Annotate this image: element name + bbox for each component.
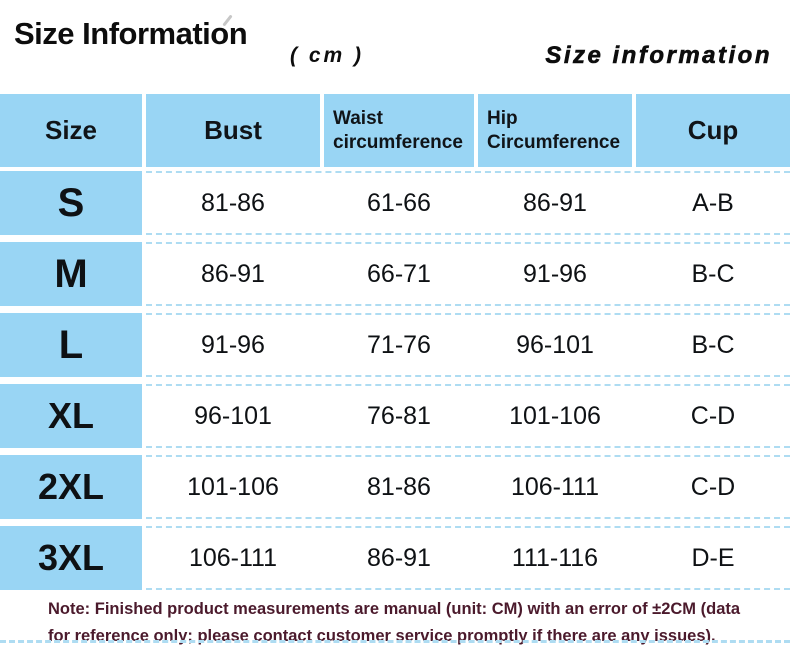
size-label-cell: M [0,242,142,306]
size-label-cell: XL [0,384,142,448]
column-header-hip-line2: Circumference [487,131,621,153]
note-text: Note: Finished product measurements are … [48,600,741,645]
hip-value: 96-101 [516,330,594,359]
cup-value: B-C [691,330,735,359]
page-subtitle: Size information [545,42,772,70]
column-header-waist-line2: circumference [333,131,463,153]
column-header-waist-line1: Waist [333,107,383,129]
row-data-strip: 101-106 81-86 106-111 C-D [146,455,790,519]
waist-value: 76-81 [367,401,431,430]
column-header-hip-line1: Hip [487,107,518,129]
cup-value: C-D [690,472,736,501]
hip-value: 106-111 [510,472,600,501]
size-label-cell: 3XL [0,526,142,590]
cup-value: A-B [692,188,734,217]
bust-value: 101-106 [187,472,279,501]
table-row: 2XL 101-106 81-86 106-111 C-D [0,455,790,519]
hip-value: 91-96 [523,259,587,288]
column-header-bust: Bust [146,94,320,167]
row-data-strip: 81-86 61-66 86-91 A-B [146,171,790,235]
table-body: S 81-86 61-66 86-91 A-B M 86-91 66-71 91… [0,171,790,590]
row-data-strip: 91-96 71-76 96-101 B-C [146,313,790,377]
cup-value: B-C [691,259,735,288]
bust-value: 96-101 [194,401,272,430]
bottom-dashed-divider [0,640,790,643]
column-header-waist: Waist circumference [324,94,474,167]
hip-value: 111-116 [511,543,599,572]
size-table: Size Bust Waist circumference Hip Circum… [0,94,790,590]
waist-value: 71-76 [367,330,431,359]
cup-value: D-E [691,543,735,572]
column-header-size: Size [0,94,142,167]
size-label-cell: S [0,171,142,235]
unit-label: ( cm ) [290,44,365,67]
waist-value: 66-71 [367,259,431,288]
column-header-cup: Cup [636,94,790,167]
bust-value: 86-91 [201,259,265,288]
table-row: L 91-96 71-76 96-101 B-C [0,313,790,377]
waist-value: 86-91 [367,543,431,572]
column-header-hip: Hip Circumference [478,94,632,167]
table-row: XL 96-101 76-81 101-106 C-D [0,384,790,448]
row-data-strip: 86-91 66-71 91-96 B-C [146,242,790,306]
hip-value: 101-106 [509,401,601,430]
table-row: M 86-91 66-71 91-96 B-C [0,242,790,306]
cup-value: C-D [690,401,736,430]
bust-value: 91-96 [201,330,265,359]
row-data-strip: 106-111 86-91 111-116 D-E [146,526,790,590]
waist-value: 81-86 [367,472,431,501]
hip-value: 86-91 [523,188,587,217]
table-row: 3XL 106-111 86-91 111-116 D-E [0,526,790,590]
bust-value: 106-111 [188,543,278,572]
waist-value: 61-66 [367,188,431,217]
table-header-row: Size Bust Waist circumference Hip Circum… [0,94,790,167]
table-row: S 81-86 61-66 86-91 A-B [0,171,790,235]
size-label-cell: L [0,313,142,377]
bust-value: 81-86 [201,188,265,217]
size-label-cell: 2XL [0,455,142,519]
page-title: Size Information [14,16,248,51]
row-data-strip: 96-101 76-81 101-106 C-D [146,384,790,448]
